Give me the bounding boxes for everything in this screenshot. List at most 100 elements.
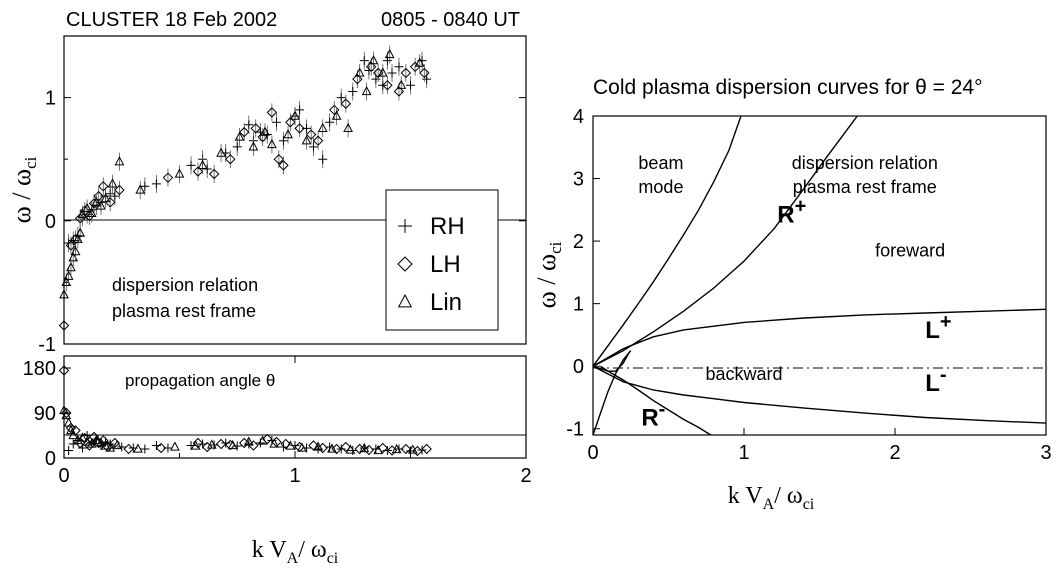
diamond-point (329, 104, 340, 116)
plus-point (140, 181, 150, 191)
triangle-angle-point (257, 435, 268, 445)
plus-point (232, 142, 242, 152)
triangle-angle-point (112, 439, 123, 450)
legend-rh-marker (398, 219, 412, 233)
x-tick-label: 0 (58, 465, 69, 487)
triangle-point (216, 147, 226, 157)
plus-point (387, 68, 397, 78)
y-tick-label: 2 (573, 231, 584, 253)
x-tick-label: 3 (1040, 442, 1051, 464)
diamond-angle-point (123, 443, 134, 455)
triangle-angle-point (345, 444, 356, 454)
curve-small-loop (600, 352, 630, 372)
legend-rh-label: RH (430, 213, 465, 240)
cold-plasma-x-ticks: 0 1 2 3 (587, 428, 1052, 464)
x-tick-label: 1 (289, 465, 300, 487)
plus-point (371, 74, 381, 84)
triangle-point (384, 48, 395, 59)
triangle-point (354, 67, 365, 77)
triangle-angle-point (133, 443, 143, 453)
triangle-point (82, 202, 92, 213)
diamond-angle-point (280, 438, 291, 450)
triangle-angle-point (169, 441, 180, 451)
diamond-point (93, 190, 104, 202)
diamond-angle-point (363, 444, 375, 456)
triangle-point (107, 178, 118, 188)
diamond-legend-symbol (397, 256, 413, 272)
diamond-point (278, 160, 289, 171)
plus-point (406, 80, 415, 90)
triangle-angle-point (105, 442, 116, 452)
diamond-angle-point (308, 440, 319, 451)
plus-angle-point (417, 445, 427, 455)
dispersion-legend: RH LH Lin (385, 189, 499, 331)
triangle-angle-point (297, 442, 307, 452)
diamond-point (273, 153, 285, 165)
curve-l- (592, 308, 1047, 367)
triangle-angle-point (100, 440, 111, 450)
diamond-point (266, 107, 278, 118)
dispersion-annotation-line2: plasma rest frame (112, 301, 256, 321)
x-tick-label: 1 (738, 442, 749, 464)
y-tick-label: 180 (23, 358, 56, 380)
triangle-point (135, 184, 146, 194)
triangle-angle-point (313, 441, 323, 451)
triangle-point (317, 122, 328, 133)
triangle-point (290, 110, 300, 120)
annotation-text: foreward (875, 241, 945, 261)
triangle-angle-point (77, 432, 88, 442)
legend-lin-marker (397, 293, 413, 308)
triangle-angle-point (407, 444, 418, 454)
triangle-angle-point (327, 443, 337, 453)
diamond-angle-point (215, 438, 227, 450)
triangle-angle-point (190, 440, 201, 450)
diamond-point (340, 98, 352, 109)
plus-point (308, 142, 318, 152)
plus-angle-point (140, 444, 150, 454)
y-tick-label: -1 (38, 334, 56, 356)
triangle-point (75, 227, 86, 237)
plus-point (359, 56, 369, 66)
annotation-text: plasma rest frame (793, 177, 937, 197)
cold-plasma-curve-labels: R+ L+ L- R- (641, 195, 951, 431)
triangle-angle-point (68, 429, 79, 440)
y-tick-label: 90 (34, 403, 56, 425)
diamond-angle-point (421, 443, 432, 455)
triangle-angle-point (82, 436, 92, 446)
triangle-angle-point (63, 417, 74, 427)
triangle-point (283, 128, 293, 139)
diamond-angle-point (202, 441, 213, 453)
diamond-point (382, 80, 393, 91)
plus-point (336, 93, 346, 103)
annotation-text: backward (705, 364, 782, 384)
plus-point (272, 117, 282, 127)
annotation-text: beam (638, 153, 683, 173)
legend-lin-label: Lin (430, 289, 462, 316)
cold-plasma-plot-frame (592, 115, 1047, 436)
plus-angle-point (163, 443, 173, 453)
cold-plasma-x-axis-label: k VA/ ωci (728, 483, 815, 513)
y-tick-label: 1 (45, 88, 56, 110)
x-tick-label: 2 (520, 465, 531, 487)
y-tick-label: -1 (566, 419, 584, 441)
diamond-point (305, 129, 317, 140)
diamond-point (162, 172, 174, 183)
diamond-point (366, 61, 377, 73)
triangle-angle-point (91, 434, 102, 445)
curve-l- (592, 365, 1047, 424)
y-tick-label: 3 (573, 169, 584, 191)
triangle-point (100, 193, 111, 203)
triangle-angle-point (72, 434, 83, 445)
diamond-angle-point (88, 431, 100, 443)
dispersion-annotation-line1: dispersion relation (112, 275, 258, 295)
triangle-point (248, 141, 259, 151)
dispersion-y-ticks: -1 0 1 (38, 35, 526, 356)
plus-legend-symbol (398, 219, 412, 233)
diamond-angle-point (192, 437, 204, 449)
x-tick-label: 0 (587, 442, 598, 464)
angle-y-ticks: 0 90 180 (23, 358, 71, 470)
y-tick-label: 1 (573, 294, 584, 316)
curve-r- (592, 365, 712, 436)
